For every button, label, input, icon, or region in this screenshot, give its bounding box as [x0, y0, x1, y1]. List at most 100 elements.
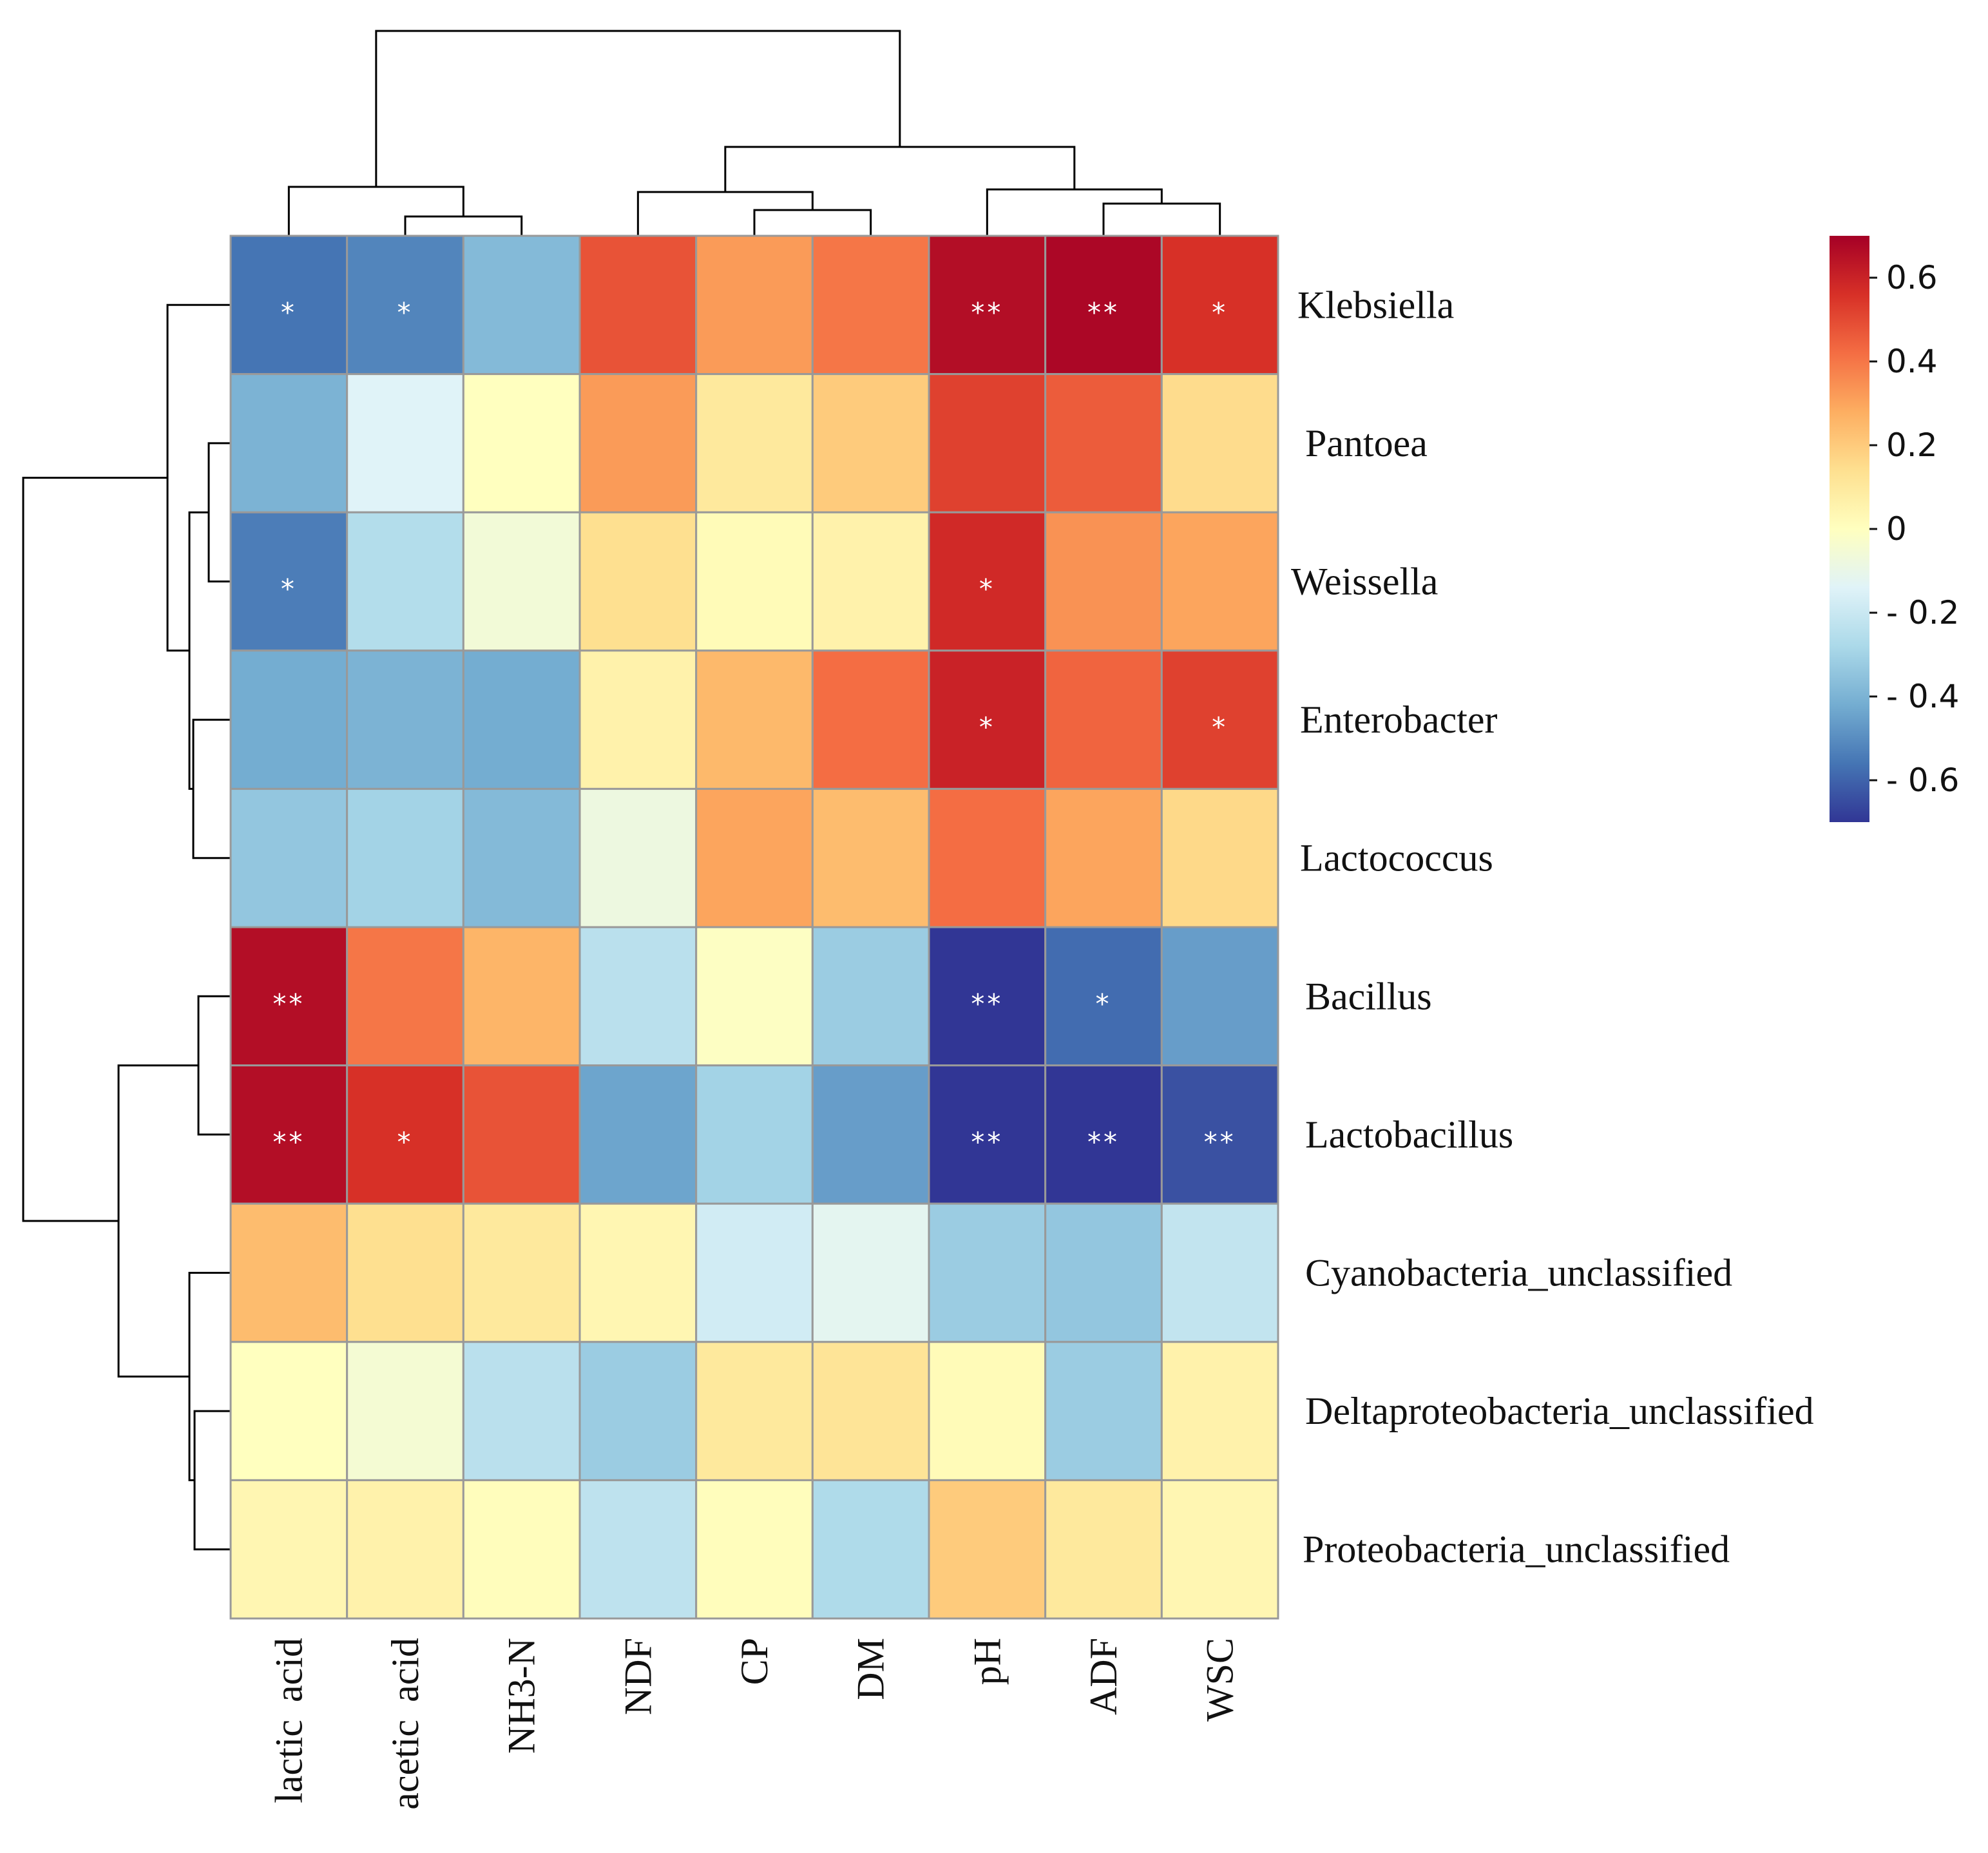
significance-mark: *: [281, 296, 297, 328]
heatmap-cell: [1160, 373, 1279, 514]
heatmap-cell: [928, 1341, 1047, 1481]
heatmap-cell: [346, 235, 464, 376]
significance-mark: **: [971, 296, 1003, 328]
significance-mark: **: [971, 988, 1003, 1019]
colorbar-legend: 0.6 0.4 0.2 0 - 0.2 - 0.4 - 0.6: [1830, 236, 1959, 822]
heatmap-cell: [811, 511, 930, 652]
heatmap-cell: [462, 1064, 581, 1205]
heatmap-cell: [811, 1341, 930, 1481]
heatmap-cell: [462, 511, 581, 652]
row-label: Pantoea: [1305, 422, 1428, 465]
heatmap-cell: [578, 926, 698, 1067]
heatmap-cell: [928, 1064, 1047, 1205]
heatmap-cell: [695, 511, 814, 652]
heatmap-cell: [695, 1479, 814, 1620]
column-label: CP: [733, 1638, 776, 1685]
heatmap-cell: [462, 926, 581, 1067]
heatmap-cell: [346, 926, 464, 1067]
heatmap-cell: [462, 649, 581, 790]
heatmap-cell: [695, 649, 814, 790]
dendrogram-link: [117, 1064, 198, 1378]
heatmap-cell: [462, 235, 581, 376]
colorbar-tick-label: 0.6: [1886, 259, 1938, 296]
colorbar-tick-label: 0.2: [1886, 427, 1938, 464]
column-dendrogram: [287, 30, 1221, 236]
heatmap-cells: [229, 235, 1279, 1620]
row-dendrogram: [22, 303, 231, 1551]
heatmap-cell: [229, 1479, 349, 1620]
heatmap-cell: [229, 1341, 349, 1481]
colorbar-tick-label: - 0.2: [1886, 594, 1959, 631]
heatmap-cell: [462, 373, 581, 514]
dendrogram-link: [188, 1272, 231, 1481]
heatmap-cell: [1160, 1341, 1279, 1481]
significance-mark: **: [1087, 1126, 1120, 1158]
column-label: NH3-N: [501, 1638, 543, 1754]
heatmap-cell: [928, 787, 1047, 928]
heatmap-cell: [1160, 1479, 1279, 1620]
dendrogram-link: [986, 188, 1163, 236]
heatmap-cell: [811, 1064, 930, 1205]
heatmap-cell: [578, 649, 698, 790]
row-label: Weissella: [1291, 561, 1438, 603]
dendrogram-link: [193, 1410, 231, 1551]
dendrogram-link: [375, 30, 901, 187]
heatmap-cell: [1160, 649, 1279, 790]
row-label: Lactobacillus: [1305, 1113, 1513, 1156]
heatmap-cell: [695, 1341, 814, 1481]
column-label: WSC: [1199, 1638, 1241, 1722]
heatmap-cell: [462, 1341, 581, 1481]
heatmap-cell: [578, 511, 698, 652]
heatmap-cell: [578, 1479, 698, 1620]
heatmap-cell: [346, 511, 464, 652]
heatmap-cell: [1044, 1202, 1163, 1343]
heatmap-cell: [229, 649, 349, 790]
significance-mark: **: [272, 988, 305, 1019]
heatmap-cell: [578, 1341, 698, 1481]
heatmap-cell: [928, 926, 1047, 1067]
significance-mark: *: [281, 573, 297, 605]
heatmap-cell: [229, 926, 349, 1067]
heatmap-cell: [695, 1064, 814, 1205]
dendrogram-link: [22, 477, 167, 1222]
row-label: Klebsiella: [1297, 283, 1454, 326]
heatmap-cell: [928, 1202, 1047, 1343]
dendrogram-link: [197, 995, 231, 1136]
row-label: Enterobacter: [1300, 698, 1497, 741]
heatmap-cell: [229, 787, 349, 928]
heatmap-cell: [1044, 1479, 1163, 1620]
heatmap-cell: [1044, 511, 1163, 652]
significance-mark: *: [979, 711, 995, 743]
row-label: Lactococcus: [1300, 837, 1493, 879]
colorbar-gradient: [1830, 236, 1869, 822]
column-label: DM: [850, 1638, 892, 1700]
column-label: lactic acid: [267, 1638, 310, 1803]
significance-mark: *: [397, 296, 414, 328]
significance-marks: * * ** ** ** ** *** ** *** * ** ** **: [272, 296, 1236, 1158]
heatmap-cell: [578, 1064, 698, 1205]
heatmap-cell: [346, 1064, 464, 1205]
row-label: Deltaproteobacteria_unclassified: [1305, 1390, 1814, 1432]
heatmap-cell: [346, 649, 464, 790]
heatmap-cell: [578, 235, 698, 376]
significance-mark: **: [1087, 296, 1120, 328]
heatmap-cell: [229, 511, 349, 652]
heatmap-cell: [695, 235, 814, 376]
heatmap-cell: [811, 926, 930, 1067]
heatmap-cell: [695, 1202, 814, 1343]
column-labels: lactic acid acetic acid NH3-N NDF CP DM pH ADF W…: [267, 1638, 1241, 1810]
dendrogram-link: [192, 718, 231, 859]
heatmap-cell: [811, 235, 930, 376]
dendrogram-link: [753, 209, 872, 236]
column-label: ADF: [1082, 1638, 1125, 1715]
significance-mark: **: [1204, 1126, 1236, 1158]
heatmap-cell: [229, 1202, 349, 1343]
dendrogram-link: [404, 215, 523, 236]
colorbar-tick-label: 0: [1886, 510, 1907, 548]
heatmap-cell: [1160, 511, 1279, 652]
heatmap-cell: [346, 787, 464, 928]
significance-mark: *: [1212, 711, 1228, 743]
column-label: NDF: [616, 1638, 659, 1715]
significance-mark: *: [1096, 988, 1112, 1019]
